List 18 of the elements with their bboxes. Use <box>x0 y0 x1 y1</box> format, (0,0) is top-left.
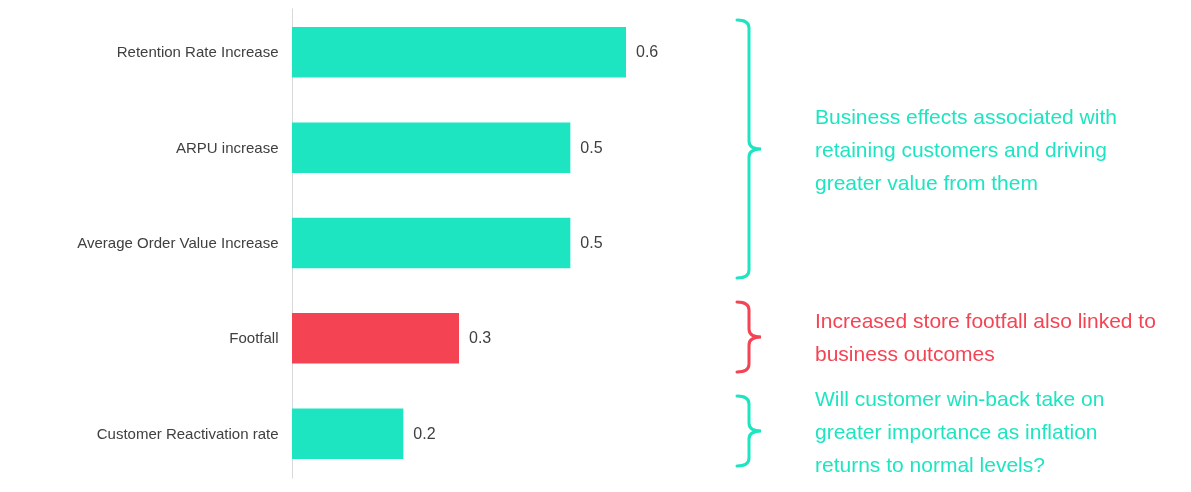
y-tick-label: Retention Rate Increase <box>116 43 279 61</box>
y-tick-label: Footfall <box>229 329 279 347</box>
text: Will customer win-back take on greater importance as inflation returns to normal levels? <box>815 385 1106 478</box>
data-label: 0.5 <box>580 234 603 251</box>
y-tick-label: Customer Reactivation rate <box>96 424 279 442</box>
data-label: 0.2 <box>413 424 436 442</box>
bar <box>292 408 404 459</box>
y-tick-label: Average Order Value Increase <box>77 234 279 251</box>
data-label: 0.6 <box>636 43 659 61</box>
bar <box>292 313 459 364</box>
data-label: 0.3 <box>469 329 492 347</box>
bar <box>292 217 571 269</box>
text: Business effects associated with retaining customers and driving greater value from them <box>815 103 1118 196</box>
text: Increased store footfall also linked to business outcomes <box>815 308 1157 367</box>
bar <box>292 27 626 78</box>
y-tick-label: ARPU increase <box>175 138 279 156</box>
bar <box>292 122 571 173</box>
data-label: 0.5 <box>580 138 603 156</box>
